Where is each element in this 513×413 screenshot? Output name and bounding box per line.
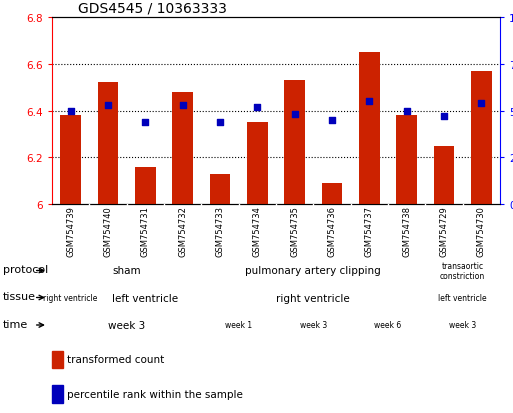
- Bar: [359, 53, 380, 204]
- Text: right ventricle: right ventricle: [44, 293, 98, 302]
- Text: right ventricle: right ventricle: [277, 293, 350, 303]
- Point: [253, 104, 262, 111]
- Point: [104, 102, 112, 109]
- Point: [365, 99, 373, 105]
- Text: GSM754732: GSM754732: [178, 206, 187, 256]
- Bar: [52, 351, 63, 368]
- Point: [141, 119, 149, 126]
- Text: GSM754733: GSM754733: [215, 206, 225, 256]
- Text: week 3: week 3: [449, 321, 476, 330]
- Point: [67, 108, 75, 114]
- Point: [477, 100, 485, 107]
- Bar: [135, 167, 155, 204]
- Text: pulmonary artery clipping: pulmonary artery clipping: [245, 266, 381, 276]
- Text: time: time: [3, 319, 28, 329]
- Text: transformed count: transformed count: [67, 354, 165, 364]
- Text: left ventricle: left ventricle: [438, 293, 487, 302]
- Bar: [284, 81, 305, 204]
- Text: GSM754729: GSM754729: [440, 206, 448, 256]
- Point: [216, 119, 224, 126]
- Text: week 3: week 3: [300, 321, 327, 330]
- Bar: [471, 71, 491, 204]
- Bar: [98, 83, 119, 204]
- Text: GSM754731: GSM754731: [141, 206, 150, 256]
- Text: percentile rank within the sample: percentile rank within the sample: [67, 389, 243, 399]
- Text: GSM754737: GSM754737: [365, 206, 374, 256]
- Text: tissue: tissue: [3, 292, 35, 301]
- Point: [403, 108, 411, 114]
- Text: left ventricle: left ventricle: [112, 293, 179, 303]
- Point: [440, 114, 448, 120]
- Text: week 3: week 3: [108, 320, 145, 330]
- Bar: [247, 123, 268, 204]
- Text: GSM754738: GSM754738: [402, 206, 411, 256]
- Point: [179, 102, 187, 109]
- Text: week 6: week 6: [374, 321, 402, 330]
- Text: GSM754735: GSM754735: [290, 206, 299, 256]
- Bar: [52, 385, 63, 403]
- Text: GSM754734: GSM754734: [253, 206, 262, 256]
- Text: transaortic
constriction: transaortic constriction: [440, 261, 485, 280]
- Text: GSM754730: GSM754730: [477, 206, 486, 256]
- Point: [328, 117, 336, 124]
- Point: [290, 112, 299, 118]
- Text: sham: sham: [112, 266, 141, 276]
- Bar: [397, 116, 417, 204]
- Text: GSM754739: GSM754739: [66, 206, 75, 256]
- Bar: [210, 174, 230, 204]
- Text: GSM754736: GSM754736: [327, 206, 337, 256]
- Bar: [172, 93, 193, 204]
- Text: GSM754740: GSM754740: [104, 206, 112, 256]
- Bar: [322, 183, 342, 204]
- Text: protocol: protocol: [3, 264, 48, 275]
- Text: week 1: week 1: [225, 321, 252, 330]
- Bar: [61, 116, 81, 204]
- Text: GDS4545 / 10363333: GDS4545 / 10363333: [77, 2, 227, 16]
- Bar: [433, 146, 455, 204]
